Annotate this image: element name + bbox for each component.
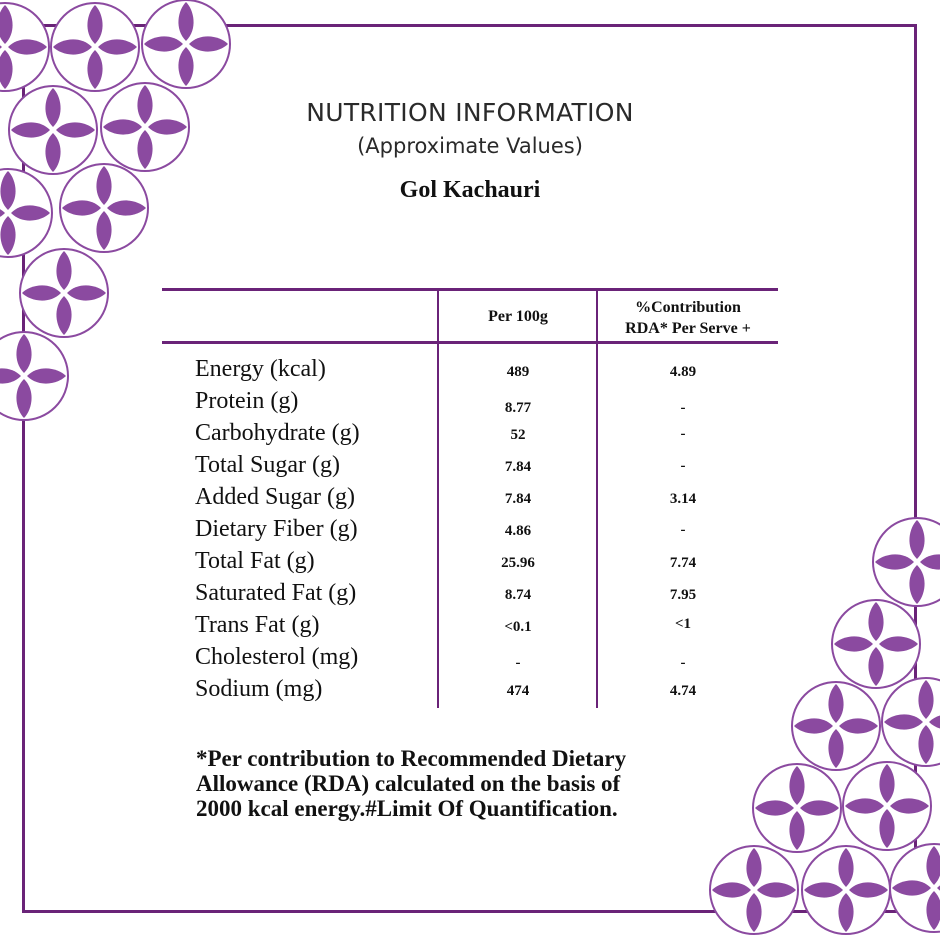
table-header-rule xyxy=(162,341,778,344)
page-subtitle: (Approximate Values) xyxy=(357,134,583,158)
row-label: Trans Fat (g) xyxy=(195,612,320,638)
petal-motif xyxy=(842,761,932,851)
row-label: Protein (g) xyxy=(195,388,299,414)
cell-rda: - xyxy=(680,400,686,416)
cell-per-100g: 7.84 xyxy=(504,459,532,475)
cell-rda: 4.89 xyxy=(669,364,697,380)
cell-per-100g: 474 xyxy=(506,683,530,699)
petal-motif xyxy=(889,843,940,933)
petal-motif xyxy=(50,2,140,92)
row-label: Saturated Fat (g) xyxy=(195,580,357,606)
row-label: Sodium (mg) xyxy=(195,676,323,702)
row-label: Energy (kcal) xyxy=(195,356,326,382)
row-label: Total Sugar (g) xyxy=(195,452,340,478)
footnote: *Per contribution to Recommended Dietary… xyxy=(196,746,756,821)
cell-rda: 7.95 xyxy=(669,587,697,603)
cell-rda: 4.74 xyxy=(669,683,697,699)
footnote-line: Allowance (RDA) calculated on the basis … xyxy=(196,771,621,796)
column-header-rda-line1: %Contribution xyxy=(635,299,741,316)
cell-rda: - xyxy=(680,426,686,442)
row-label: Added Sugar (g) xyxy=(195,484,355,510)
page-frame xyxy=(22,24,917,913)
cell-rda: - xyxy=(680,458,686,474)
petal-motif xyxy=(0,2,50,92)
cell-per-100g: - xyxy=(515,655,521,671)
table-divider xyxy=(596,288,598,708)
cell-rda: - xyxy=(680,522,686,538)
footnote-line: 2000 kcal energy.#Limit Of Quantificatio… xyxy=(196,796,618,821)
cell-per-100g: 7.84 xyxy=(504,491,532,507)
cell-per-100g: 8.74 xyxy=(504,587,532,603)
petal-motif xyxy=(791,681,881,771)
cell-per-100g: 489 xyxy=(506,364,530,380)
cell-rda: 3.14 xyxy=(669,491,697,507)
row-label: Total Fat (g) xyxy=(195,548,315,574)
petal-motif xyxy=(141,0,231,89)
petal-motif xyxy=(0,331,69,421)
footnote-line: *Per contribution to Recommended Dietary xyxy=(196,746,627,771)
column-header-rda-line2: RDA* Per Serve + xyxy=(625,320,751,337)
petal-motif xyxy=(881,677,940,767)
cell-per-100g: 25.96 xyxy=(501,555,535,571)
cell-rda: - xyxy=(680,655,686,671)
petal-motif xyxy=(19,248,109,338)
petal-motif xyxy=(872,517,940,607)
petal-motif xyxy=(801,845,891,935)
product-name: Gol Kachauri xyxy=(399,177,541,203)
cell-per-100g: 4.86 xyxy=(504,523,532,539)
row-label: Carbohydrate (g) xyxy=(195,420,360,446)
table-top-rule xyxy=(162,288,778,291)
column-header-rda: %Contribution RDA* Per Serve + xyxy=(598,297,778,339)
row-label: Cholesterol (mg) xyxy=(195,644,359,670)
page-title: NUTRITION INFORMATION xyxy=(306,98,634,127)
cell-per-100g: 8.77 xyxy=(504,400,532,416)
cell-per-100g: 52 xyxy=(510,427,526,443)
cell-rda: <1 xyxy=(674,616,692,632)
petal-motif xyxy=(831,599,921,689)
petal-motif xyxy=(752,763,842,853)
petal-motif xyxy=(709,845,799,935)
table-divider xyxy=(437,288,439,708)
cell-per-100g: <0.1 xyxy=(504,619,532,635)
row-label: Dietary Fiber (g) xyxy=(195,516,358,542)
column-header-per-100g: Per 100g xyxy=(488,308,548,325)
cell-rda: 7.74 xyxy=(669,555,697,571)
